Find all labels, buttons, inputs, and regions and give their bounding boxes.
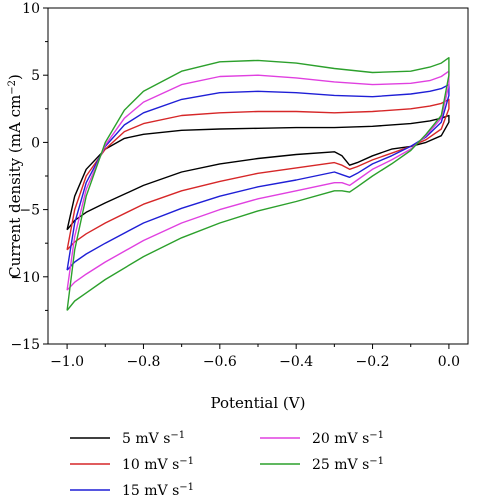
y-axis-title: Current density (mA cm−2) <box>6 74 24 278</box>
y-axis-title-end: ) <box>6 74 24 80</box>
y-tick-label: 5 <box>31 68 40 84</box>
y-tick-label: −15 <box>10 337 40 353</box>
plot-frame <box>47 7 469 345</box>
y-axis-ticks: −15 −10 −5 0 5 10 <box>10 1 48 353</box>
legend-entry-1: 5 mV s−1 <box>70 430 185 448</box>
y-tick-label: −5 <box>19 203 40 219</box>
legend-entry-2: 10 mV s−1 <box>70 456 194 474</box>
legend-entry-3: 15 mV s−1 <box>70 482 194 500</box>
x-axis-title: Potential (V) <box>211 394 306 412</box>
x-tick-label: −1.0 <box>50 354 84 370</box>
series-line-4 <box>66 70 450 291</box>
y-axis-title-superscript: −2 <box>7 80 18 95</box>
series-layer <box>66 57 450 311</box>
legend: 5 mV s−1 10 mV s−1 15 mV s−1 20 mV s−1 25 mV… <box>70 430 384 500</box>
y-tick-label: −10 <box>10 270 40 286</box>
series-line-5 <box>66 57 450 311</box>
plot-area: −1.0 −0.8 −0.6 −0.4 −0.2 0.0 −15 −10 −5 0 5 10 <box>10 1 469 370</box>
x-tick-label: −0.8 <box>126 354 160 370</box>
x-tick-label: −0.2 <box>356 354 390 370</box>
x-axis-ticks: −1.0 −0.8 −0.6 −0.4 −0.2 0.0 <box>50 344 460 370</box>
legend-label: 20 mV s−1 <box>312 430 384 448</box>
series-line-3 <box>66 83 450 271</box>
y-axis-title-main: Current density (mA cm <box>6 95 24 278</box>
series-line-2 <box>66 98 450 251</box>
x-tick-label: −0.6 <box>203 354 237 370</box>
series-line-1 <box>66 114 450 231</box>
legend-entry-5: 25 mV s−1 <box>260 456 384 474</box>
legend-entry-4: 20 mV s−1 <box>260 430 384 448</box>
x-tick-label: 0.0 <box>438 354 460 370</box>
x-tick-label: −0.4 <box>279 354 313 370</box>
y-tick-label: 10 <box>22 1 40 17</box>
legend-label: 10 mV s−1 <box>122 456 194 474</box>
legend-label: 5 mV s−1 <box>122 430 185 448</box>
y-tick-label: 0 <box>31 135 40 151</box>
legend-label: 15 mV s−1 <box>122 482 194 500</box>
legend-label: 25 mV s−1 <box>312 456 384 474</box>
